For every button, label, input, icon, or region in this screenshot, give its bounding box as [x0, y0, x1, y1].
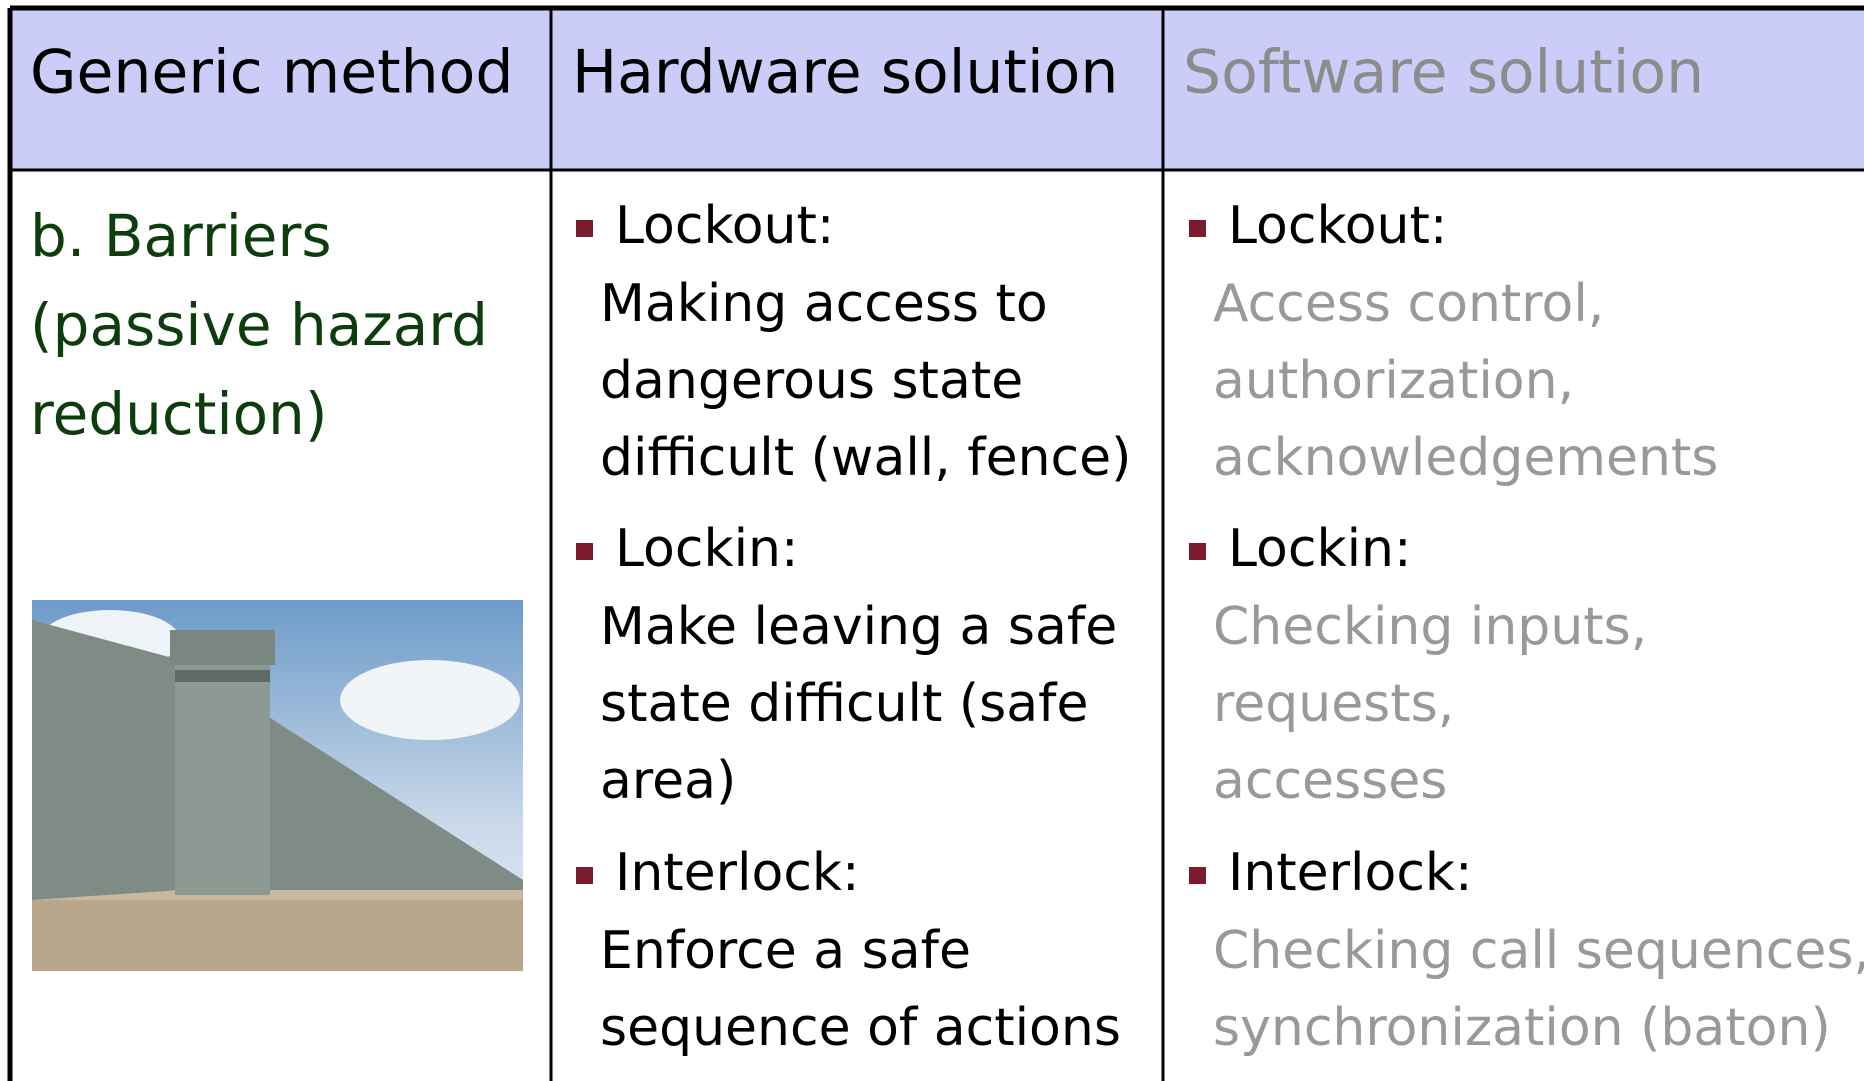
- bullet: [576, 867, 593, 884]
- item-line: Access control,: [1213, 274, 1604, 334]
- bullet: [1189, 220, 1206, 237]
- item-line: dangerous state: [600, 351, 1023, 411]
- item-title: Interlock:: [1228, 843, 1473, 903]
- bullet: [1189, 543, 1206, 560]
- header-cell: Hardware solution: [572, 38, 1118, 108]
- item-line: Checking inputs,: [1213, 597, 1647, 657]
- method-text: (passive hazard: [30, 291, 488, 359]
- item-title: Lockout:: [1228, 196, 1447, 256]
- table-borders: [7, 5, 1864, 1081]
- item-line: authorization,: [1213, 351, 1574, 411]
- item-line: Making access to: [600, 274, 1048, 334]
- item-title: Lockin:: [1228, 519, 1412, 579]
- method-text: reduction): [30, 380, 327, 448]
- bullet: [576, 543, 593, 560]
- item-line: state difficult (safe: [600, 674, 1088, 734]
- item-line: synchronization (baton): [1213, 998, 1831, 1058]
- item-line: sequence of actions: [600, 998, 1121, 1058]
- barrier-photo: [32, 600, 523, 971]
- item-line: requests,: [1213, 674, 1454, 734]
- item-title: Lockin:: [615, 519, 799, 579]
- item-line: accesses: [1213, 751, 1447, 811]
- method-text: b. Barriers: [30, 202, 332, 270]
- item-line: area): [600, 751, 736, 811]
- item-line: acknowledgements: [1213, 428, 1718, 488]
- item-title: Interlock:: [615, 843, 860, 903]
- header-cell: Generic method: [30, 38, 513, 108]
- header-cell: Software solution: [1183, 38, 1704, 108]
- item-line: Enforce a safe: [600, 921, 971, 981]
- item-line: Make leaving a safe: [600, 597, 1117, 657]
- item-title: Lockout:: [615, 196, 834, 256]
- item-line: difficult (wall, fence): [600, 428, 1131, 488]
- bullet: [576, 220, 593, 237]
- item-line: Checking call sequences,: [1213, 921, 1864, 981]
- header-row: [10, 8, 1864, 170]
- bullet: [1189, 867, 1206, 884]
